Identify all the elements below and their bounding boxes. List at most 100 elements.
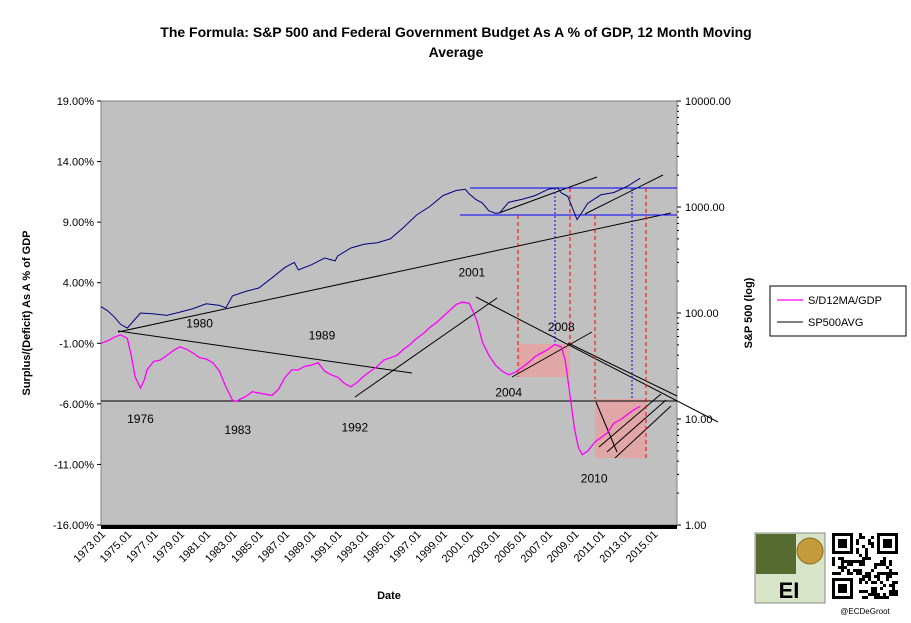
qr-code bbox=[832, 533, 898, 599]
qr-module bbox=[895, 572, 898, 575]
qr-module bbox=[877, 572, 880, 575]
qr-module bbox=[862, 536, 865, 539]
qr-module bbox=[841, 557, 844, 560]
trend-line-long-support bbox=[117, 212, 672, 333]
qr-module bbox=[847, 560, 850, 563]
qr-module bbox=[877, 578, 880, 581]
qr-module bbox=[892, 587, 895, 590]
series-line-sp500avg bbox=[100, 177, 641, 329]
y-left-tick-label: -16.00% bbox=[53, 520, 94, 532]
qr-module bbox=[850, 563, 853, 566]
qr-module bbox=[874, 575, 877, 578]
qr-module bbox=[862, 596, 865, 599]
qr-module bbox=[877, 575, 880, 578]
qr-module bbox=[874, 596, 877, 599]
qr-module bbox=[856, 560, 859, 563]
legend-label-sd12ma-gdp: S/D12MA/GDP bbox=[808, 295, 882, 307]
y-axis-left-title: Surplus/(Deficit) As A % of GDP bbox=[21, 230, 33, 395]
qr-module bbox=[850, 560, 853, 563]
series-line-sd12ma-gdp bbox=[100, 301, 641, 456]
annotation-year-2001: 2001 bbox=[458, 266, 485, 280]
qr-module bbox=[865, 554, 868, 557]
y-left-tick-label: -6.00% bbox=[59, 399, 94, 411]
y-left-tick-label: -1.00% bbox=[59, 338, 94, 350]
qr-module bbox=[832, 557, 835, 560]
qr-module bbox=[841, 560, 844, 563]
y-left-tick-label: 14.00% bbox=[57, 157, 95, 169]
qr-module bbox=[859, 560, 862, 563]
y-left-tick-label: 19.00% bbox=[57, 96, 95, 108]
qr-module bbox=[856, 569, 859, 572]
qr-module bbox=[883, 560, 886, 563]
qr-module bbox=[853, 560, 856, 563]
qr-module bbox=[880, 572, 883, 575]
qr-module bbox=[889, 563, 892, 566]
qr-module bbox=[862, 590, 865, 593]
annotation-year-2004: 2004 bbox=[495, 386, 522, 400]
y-left-tick-label: 9.00% bbox=[63, 217, 94, 229]
qr-module bbox=[883, 593, 886, 596]
trend-line-1992-2001 bbox=[354, 297, 498, 398]
y-right-tick-label: 1.00 bbox=[685, 520, 706, 532]
y-left-tick-label: 4.00% bbox=[63, 278, 94, 290]
qr-module bbox=[856, 551, 859, 554]
qr-module bbox=[847, 563, 850, 566]
qr-module bbox=[841, 563, 844, 566]
trend-line-recovery-2 bbox=[606, 399, 667, 453]
annotation-year-2008: 2008 bbox=[548, 320, 575, 334]
qr-module bbox=[859, 563, 862, 566]
qr-module bbox=[889, 575, 892, 578]
qr-module bbox=[862, 563, 865, 566]
qr-module bbox=[883, 563, 886, 566]
qr-module bbox=[868, 557, 871, 560]
qr-module bbox=[874, 581, 877, 584]
qr-module bbox=[862, 560, 865, 563]
qr-module bbox=[892, 584, 895, 587]
qr-module bbox=[868, 575, 871, 578]
y-right-tick-label: 10000.00 bbox=[685, 96, 731, 108]
qr-module bbox=[856, 539, 859, 542]
logo: EI bbox=[754, 532, 826, 604]
trend-line-2008-down bbox=[567, 342, 678, 397]
qr-module bbox=[871, 545, 874, 548]
qr-module bbox=[862, 545, 865, 548]
logo-letters: EI bbox=[779, 578, 800, 603]
legend-label-sp500avg: SP500AVG bbox=[808, 317, 863, 329]
qr-module bbox=[856, 548, 859, 551]
qr-module bbox=[868, 593, 871, 596]
qr-module bbox=[883, 572, 886, 575]
qr-module bbox=[868, 572, 871, 575]
year-annotations: 1976 1980 1983 1989 1992 2001 2004 2008 2010 bbox=[127, 266, 608, 486]
qr-module bbox=[856, 542, 859, 545]
qr-module bbox=[859, 569, 862, 572]
qr-module bbox=[871, 587, 874, 590]
y-right-tick-label: 100.00 bbox=[685, 308, 719, 320]
qr-module bbox=[871, 581, 874, 584]
qr-module bbox=[874, 563, 877, 566]
legend: S/D12MA/GDP SP500AVG bbox=[769, 285, 907, 337]
qr-module bbox=[877, 593, 880, 596]
qr-module bbox=[838, 557, 841, 560]
qr-module bbox=[862, 575, 865, 578]
qr-module bbox=[883, 596, 886, 599]
x-axis-title: Date bbox=[377, 590, 401, 602]
qr-module bbox=[847, 569, 850, 572]
qr-module bbox=[874, 593, 877, 596]
qr-module bbox=[853, 569, 856, 572]
legend-box bbox=[769, 285, 907, 337]
qr-finder-core bbox=[838, 539, 847, 548]
qr-module bbox=[892, 572, 895, 575]
qr-module bbox=[877, 596, 880, 599]
trend-line-sp-2009-2014 bbox=[584, 174, 664, 215]
y-axis-right: 10000.00 1000.00 100.00 10.00 1.00 bbox=[677, 96, 731, 532]
annotation-year-1989: 1989 bbox=[309, 329, 336, 343]
qr-module bbox=[880, 560, 883, 563]
qr-module bbox=[880, 563, 883, 566]
trend-line-2009-drop bbox=[595, 401, 618, 453]
qr-module bbox=[865, 572, 868, 575]
qr-module bbox=[862, 578, 865, 581]
qr-module bbox=[838, 572, 841, 575]
qr-module bbox=[871, 593, 874, 596]
qr-module bbox=[874, 566, 877, 569]
